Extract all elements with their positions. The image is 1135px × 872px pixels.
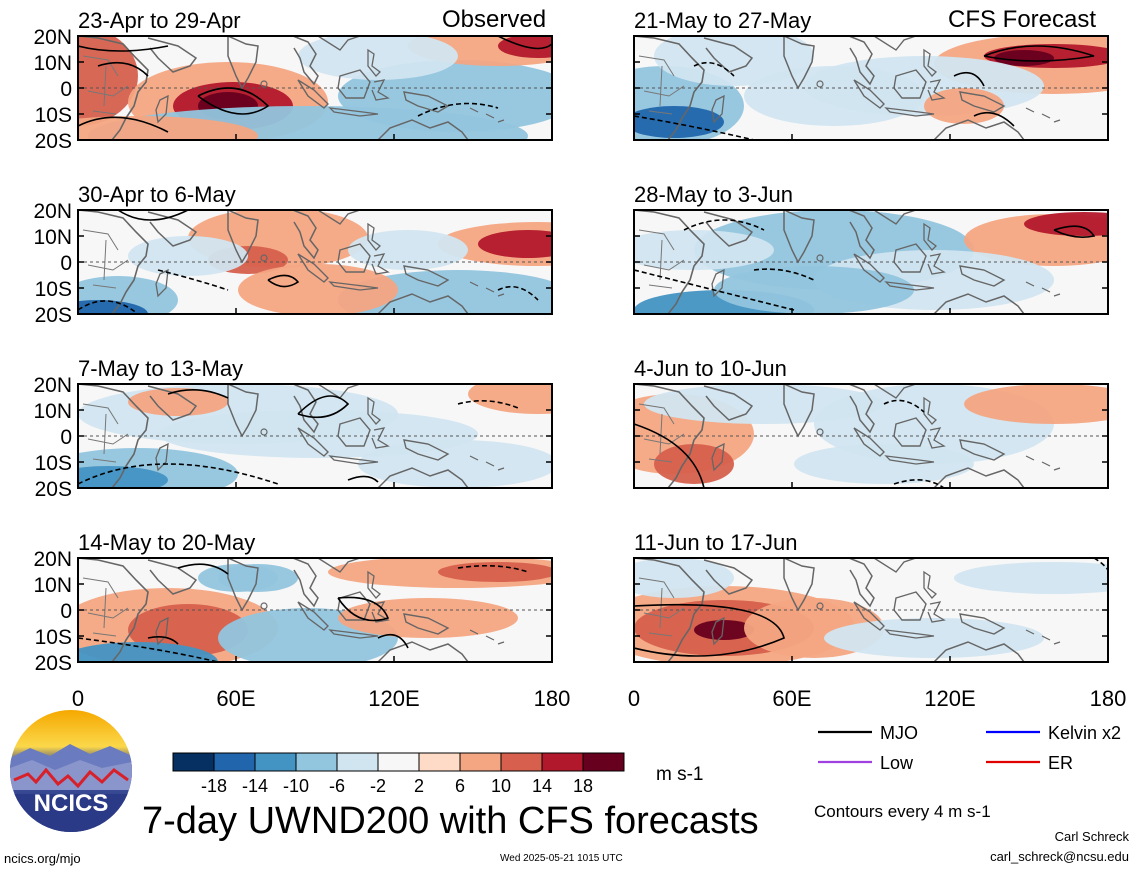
timestamp: Wed 2025-05-21 1015 UTC (500, 853, 623, 864)
logo-text: NCICS (33, 790, 109, 817)
map-panel: 14-May to 20-May 20N 10N 0 10S 20S (33, 530, 553, 675)
colorbar-label: -2 (370, 776, 386, 796)
colorbar-swatch (336, 752, 379, 772)
lat-tick-label: 20S (35, 478, 72, 501)
legend-label: Kelvin x2 (1048, 723, 1121, 743)
main-title: 7-day UWND200 with CFS forecasts (142, 800, 759, 842)
panel-title: 23-Apr to 29-Apr (78, 8, 241, 33)
map-panel: 23-Apr to 29-Apr 20N 10N 0 10S 20S (33, 8, 553, 153)
colorbar-swatch (582, 752, 625, 772)
lon-tick-label: 120E (368, 686, 419, 711)
colorbar-label: 2 (414, 776, 424, 796)
lon-tick-label: 180 (534, 686, 571, 711)
legend-label: MJO (880, 723, 918, 743)
map-panel: 30-Apr to 6-May 20N 10N 0 10S 20S (33, 182, 553, 327)
legend-label: ER (1048, 753, 1073, 773)
forecast-header: CFS Forecast (948, 6, 1097, 33)
lat-tick-label: 10N (33, 574, 72, 597)
colorbar-label: 14 (532, 776, 552, 796)
observed-header: Observed (442, 6, 547, 33)
lon-tick-label: 180 (1090, 686, 1127, 711)
colorbar-units: m s-1 (656, 764, 704, 785)
ncics-logo: NCICS (10, 710, 132, 832)
lat-tick-label: 10S (35, 278, 72, 301)
colorbar-label: 10 (491, 776, 511, 796)
lon-tick-label: 60E (772, 686, 811, 711)
panel-title: 30-Apr to 6-May (78, 182, 236, 207)
colorbar-label: 18 (573, 776, 593, 796)
colorbar-swatch (500, 752, 543, 772)
lat-tick-label: 20S (35, 130, 72, 153)
lat-tick-label: 0 (60, 252, 72, 275)
colorbar-swatch (295, 752, 338, 772)
colorbar-swatch (418, 752, 461, 772)
contour-note: Contours every 4 m s-1 (814, 802, 991, 821)
panel-title: 21-May to 27-May (634, 8, 811, 33)
lat-tick-label: 20S (35, 652, 72, 675)
lat-tick-label: 0 (60, 78, 72, 101)
colorbar-swatch (172, 752, 215, 772)
lat-tick-label: 0 (60, 426, 72, 449)
map-panel: 21-May to 27-May (633, 8, 1109, 141)
lat-tick-label: 20N (33, 200, 72, 223)
colorbar-swatch (459, 752, 502, 772)
colorbar-label: -6 (329, 776, 345, 796)
colorbar-label: -10 (283, 776, 309, 796)
colorbar-swatch (254, 752, 297, 772)
lat-tick-label: 10N (33, 226, 72, 249)
lon-tick-label: 0 (72, 686, 84, 711)
lon-tick-label: 0 (628, 686, 640, 711)
colorbar-swatch (377, 752, 420, 772)
panel-title: 4-Jun to 10-Jun (634, 356, 787, 381)
lat-tick-label: 20N (33, 26, 72, 49)
lat-tick-label: 10S (35, 626, 72, 649)
lon-tick-label: 60E (216, 686, 255, 711)
author-email: carl_schreck@ncsu.edu (990, 849, 1129, 864)
lat-tick-label: 0 (60, 600, 72, 623)
legend-label: Low (880, 753, 914, 773)
colorbar-swatch (213, 752, 256, 772)
lat-tick-label: 20N (33, 374, 72, 397)
map-panel: 28-May to 3-Jun (633, 182, 1109, 315)
colorbar-label: 6 (455, 776, 465, 796)
lat-tick-label: 20S (35, 304, 72, 327)
lat-tick-label: 10N (33, 400, 72, 423)
panel-title: 14-May to 20-May (78, 530, 255, 555)
panel-title: 7-May to 13-May (78, 356, 243, 381)
author: Carl Schreck (1054, 829, 1129, 844)
panel-title: 11-Jun to 17-Jun (634, 530, 797, 555)
panel-title: 28-May to 3-Jun (634, 182, 793, 207)
colorbar-label: -18 (201, 776, 227, 796)
map-panel: 7-May to 13-May 20N 10N 0 10S 20S (33, 356, 553, 501)
map-panel: 4-Jun to 10-Jun (633, 356, 1109, 489)
colorbar-label: -14 (242, 776, 268, 796)
lat-tick-label: 10S (35, 452, 72, 475)
colorbar-swatch (541, 752, 584, 772)
lat-tick-label: 10N (33, 52, 72, 75)
map-panel: 11-Jun to 17-Jun (633, 530, 1109, 663)
mountain-icon (10, 744, 132, 832)
lon-tick-label: 120E (924, 686, 975, 711)
lat-tick-label: 20N (33, 548, 72, 571)
lat-tick-label: 10S (35, 104, 72, 127)
source-url: ncics.org/mjo (4, 851, 81, 866)
